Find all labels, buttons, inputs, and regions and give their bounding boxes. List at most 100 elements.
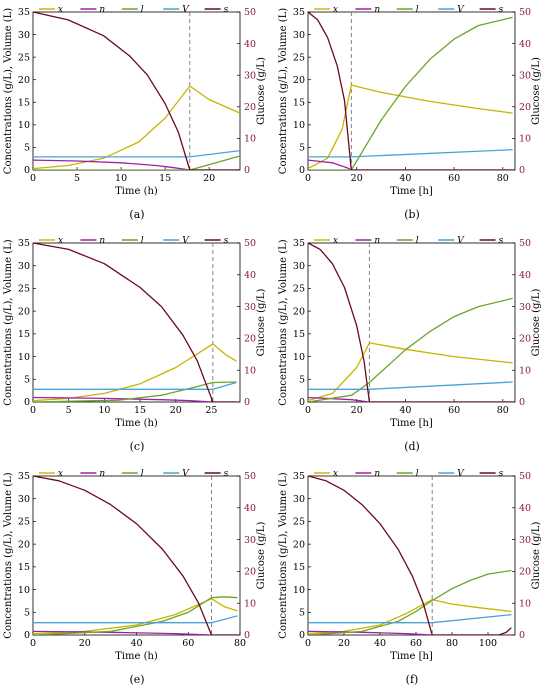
legend-label-V: V bbox=[457, 469, 465, 479]
legend-label-V: V bbox=[182, 469, 190, 479]
y2-tick-label: 0 bbox=[244, 630, 250, 641]
y-tick-label: 25 bbox=[18, 517, 30, 528]
y2-tick-label: 0 bbox=[519, 397, 525, 408]
series-line-V bbox=[308, 149, 513, 158]
y-tick-label: 5 bbox=[299, 607, 305, 618]
series-line-V bbox=[33, 615, 238, 624]
y-tick-label: 5 bbox=[24, 374, 30, 385]
y-tick-label: 35 bbox=[293, 7, 305, 18]
legend-label-n: n bbox=[374, 469, 380, 479]
chart-panel: 0 5 10 15 20 25 30 35 0 10 20 30 40 50 0 20 40 60 80 Time [… bbox=[278, 5, 542, 221]
y-tick-label: 25 bbox=[293, 52, 305, 63]
y2-tick-label: 10 bbox=[519, 598, 531, 609]
y2-axis-label: Glucose (g/L) bbox=[256, 57, 267, 125]
y-tick-label: 10 bbox=[293, 120, 305, 131]
plot-area bbox=[33, 243, 237, 402]
plot-area bbox=[308, 243, 513, 402]
x-tick-label: 20 bbox=[203, 173, 215, 184]
legend-label-s: s bbox=[224, 5, 229, 15]
series-line-s bbox=[33, 12, 240, 170]
y-tick-label: 0 bbox=[299, 397, 305, 408]
y-tick-label: 30 bbox=[18, 494, 30, 505]
plot-frame bbox=[307, 242, 516, 403]
y-tick-label: 5 bbox=[24, 607, 30, 618]
x-axis-label: Time [h] bbox=[390, 186, 433, 197]
x-axis-label: Time [h] bbox=[390, 418, 433, 429]
y-tick-label: 10 bbox=[18, 352, 30, 363]
y-axis-label: Concentrations (g/L), Volume (L) bbox=[278, 239, 289, 405]
y2-tick-label: 0 bbox=[244, 397, 250, 408]
y-axis-label: Concentrations (g/L), Volume (L) bbox=[278, 8, 289, 174]
legend-label-V: V bbox=[182, 5, 190, 15]
plot-frame bbox=[32, 242, 241, 403]
y2-tick-label: 50 bbox=[244, 238, 256, 249]
y2-tick-label: 30 bbox=[244, 302, 256, 313]
plot-frame bbox=[307, 11, 516, 171]
x-tick-label: 0 bbox=[305, 405, 311, 416]
series-line-s bbox=[308, 12, 513, 170]
y2-axis-label: Glucose (g/L) bbox=[531, 57, 542, 125]
x-axis-label: Time (h) bbox=[115, 418, 158, 429]
x-tick-label: 5 bbox=[66, 405, 72, 416]
x-tick-label: 25 bbox=[205, 405, 217, 416]
panel-label: (a) bbox=[129, 208, 144, 221]
legend-label-s: s bbox=[499, 236, 504, 246]
legend-label-V: V bbox=[182, 236, 190, 246]
panel-label: (f) bbox=[406, 673, 419, 686]
y2-tick-label: 20 bbox=[519, 102, 531, 113]
legend-label-l: l bbox=[141, 469, 144, 479]
chart-panel: 0 5 10 15 20 25 30 35 0 10 20 30 40 50 0 20 40 60 80 100 Tim… bbox=[278, 469, 542, 686]
y-tick-label: 20 bbox=[18, 75, 30, 86]
legend-label-l: l bbox=[416, 469, 419, 479]
plot-area bbox=[308, 476, 512, 635]
y-tick-label: 10 bbox=[18, 120, 30, 131]
y-tick-label: 35 bbox=[18, 7, 30, 18]
x-tick-label: 20 bbox=[79, 638, 91, 649]
y-tick-label: 15 bbox=[18, 562, 30, 573]
y2-tick-label: 40 bbox=[244, 39, 256, 50]
y-tick-label: 35 bbox=[293, 471, 305, 482]
legend-label-x: x bbox=[333, 5, 338, 15]
series-line-s bbox=[308, 243, 513, 402]
y-tick-label: 0 bbox=[24, 165, 30, 176]
x-tick-label: 60 bbox=[448, 173, 460, 184]
y-tick-label: 10 bbox=[18, 585, 30, 596]
x-tick-label: 10 bbox=[98, 405, 110, 416]
x-tick-label: 20 bbox=[351, 405, 363, 416]
legend-label-s: s bbox=[499, 469, 504, 479]
y-axis-label: Concentrations (g/L), Volume (L) bbox=[3, 472, 14, 638]
y-tick-label: 0 bbox=[299, 630, 305, 641]
y2-tick-label: 40 bbox=[519, 503, 531, 514]
x-tick-label: 80 bbox=[234, 638, 246, 649]
panel-label: (e) bbox=[129, 673, 144, 686]
y2-tick-label: 10 bbox=[244, 598, 256, 609]
legend-label-n: n bbox=[374, 236, 380, 246]
x-axis-label: Time (h) bbox=[115, 186, 158, 197]
series-line-n bbox=[308, 396, 513, 402]
x-tick-label: 5 bbox=[74, 173, 80, 184]
panel-label: (b) bbox=[404, 208, 420, 221]
y-tick-label: 20 bbox=[293, 306, 305, 317]
y2-tick-label: 20 bbox=[244, 102, 256, 113]
series-line-V bbox=[33, 149, 240, 158]
y-axis-label: Concentrations (g/L), Volume (L) bbox=[3, 239, 14, 405]
series-line-l bbox=[308, 569, 512, 635]
x-tick-label: 20 bbox=[170, 405, 182, 416]
y2-tick-label: 30 bbox=[244, 70, 256, 81]
series-line-V bbox=[33, 381, 237, 390]
y-tick-label: 25 bbox=[293, 517, 305, 528]
y-tick-label: 15 bbox=[293, 562, 305, 573]
legend-label-l: l bbox=[416, 236, 419, 246]
series-line-x bbox=[33, 598, 238, 635]
y2-tick-label: 20 bbox=[244, 334, 256, 345]
y2-tick-label: 10 bbox=[244, 134, 256, 145]
y-tick-label: 30 bbox=[18, 30, 30, 41]
x-tick-label: 60 bbox=[182, 638, 194, 649]
y2-tick-label: 40 bbox=[519, 39, 531, 50]
x-axis-label: Time [h] bbox=[390, 651, 433, 662]
y2-tick-label: 50 bbox=[244, 471, 256, 482]
